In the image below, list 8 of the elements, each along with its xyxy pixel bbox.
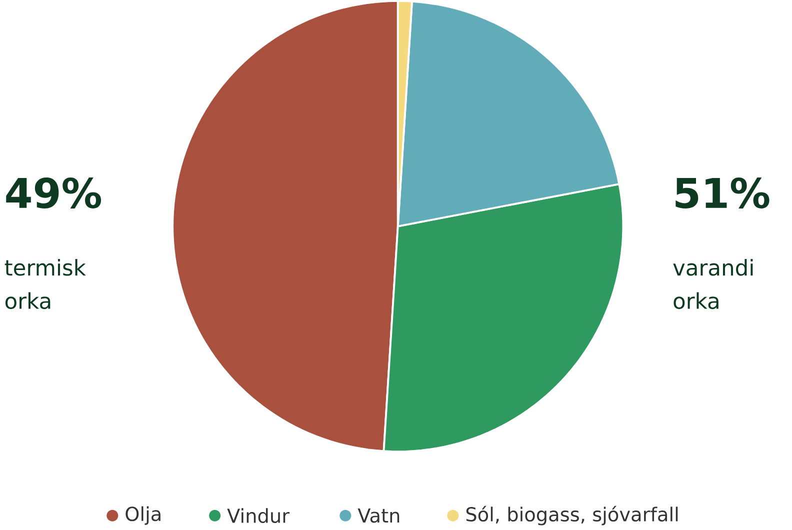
text: 51% (676, 178, 770, 209)
text: termisk orka (4, 259, 86, 310)
legend-label: Vindur (227, 508, 290, 524)
legend-label: Vatn (358, 508, 400, 523)
text: varandi orka (673, 259, 753, 310)
legend-label: Olja (126, 506, 160, 526)
legend-label: Sól, biogass, sjóvarfall (466, 506, 678, 526)
text: 49% (6, 178, 102, 209)
